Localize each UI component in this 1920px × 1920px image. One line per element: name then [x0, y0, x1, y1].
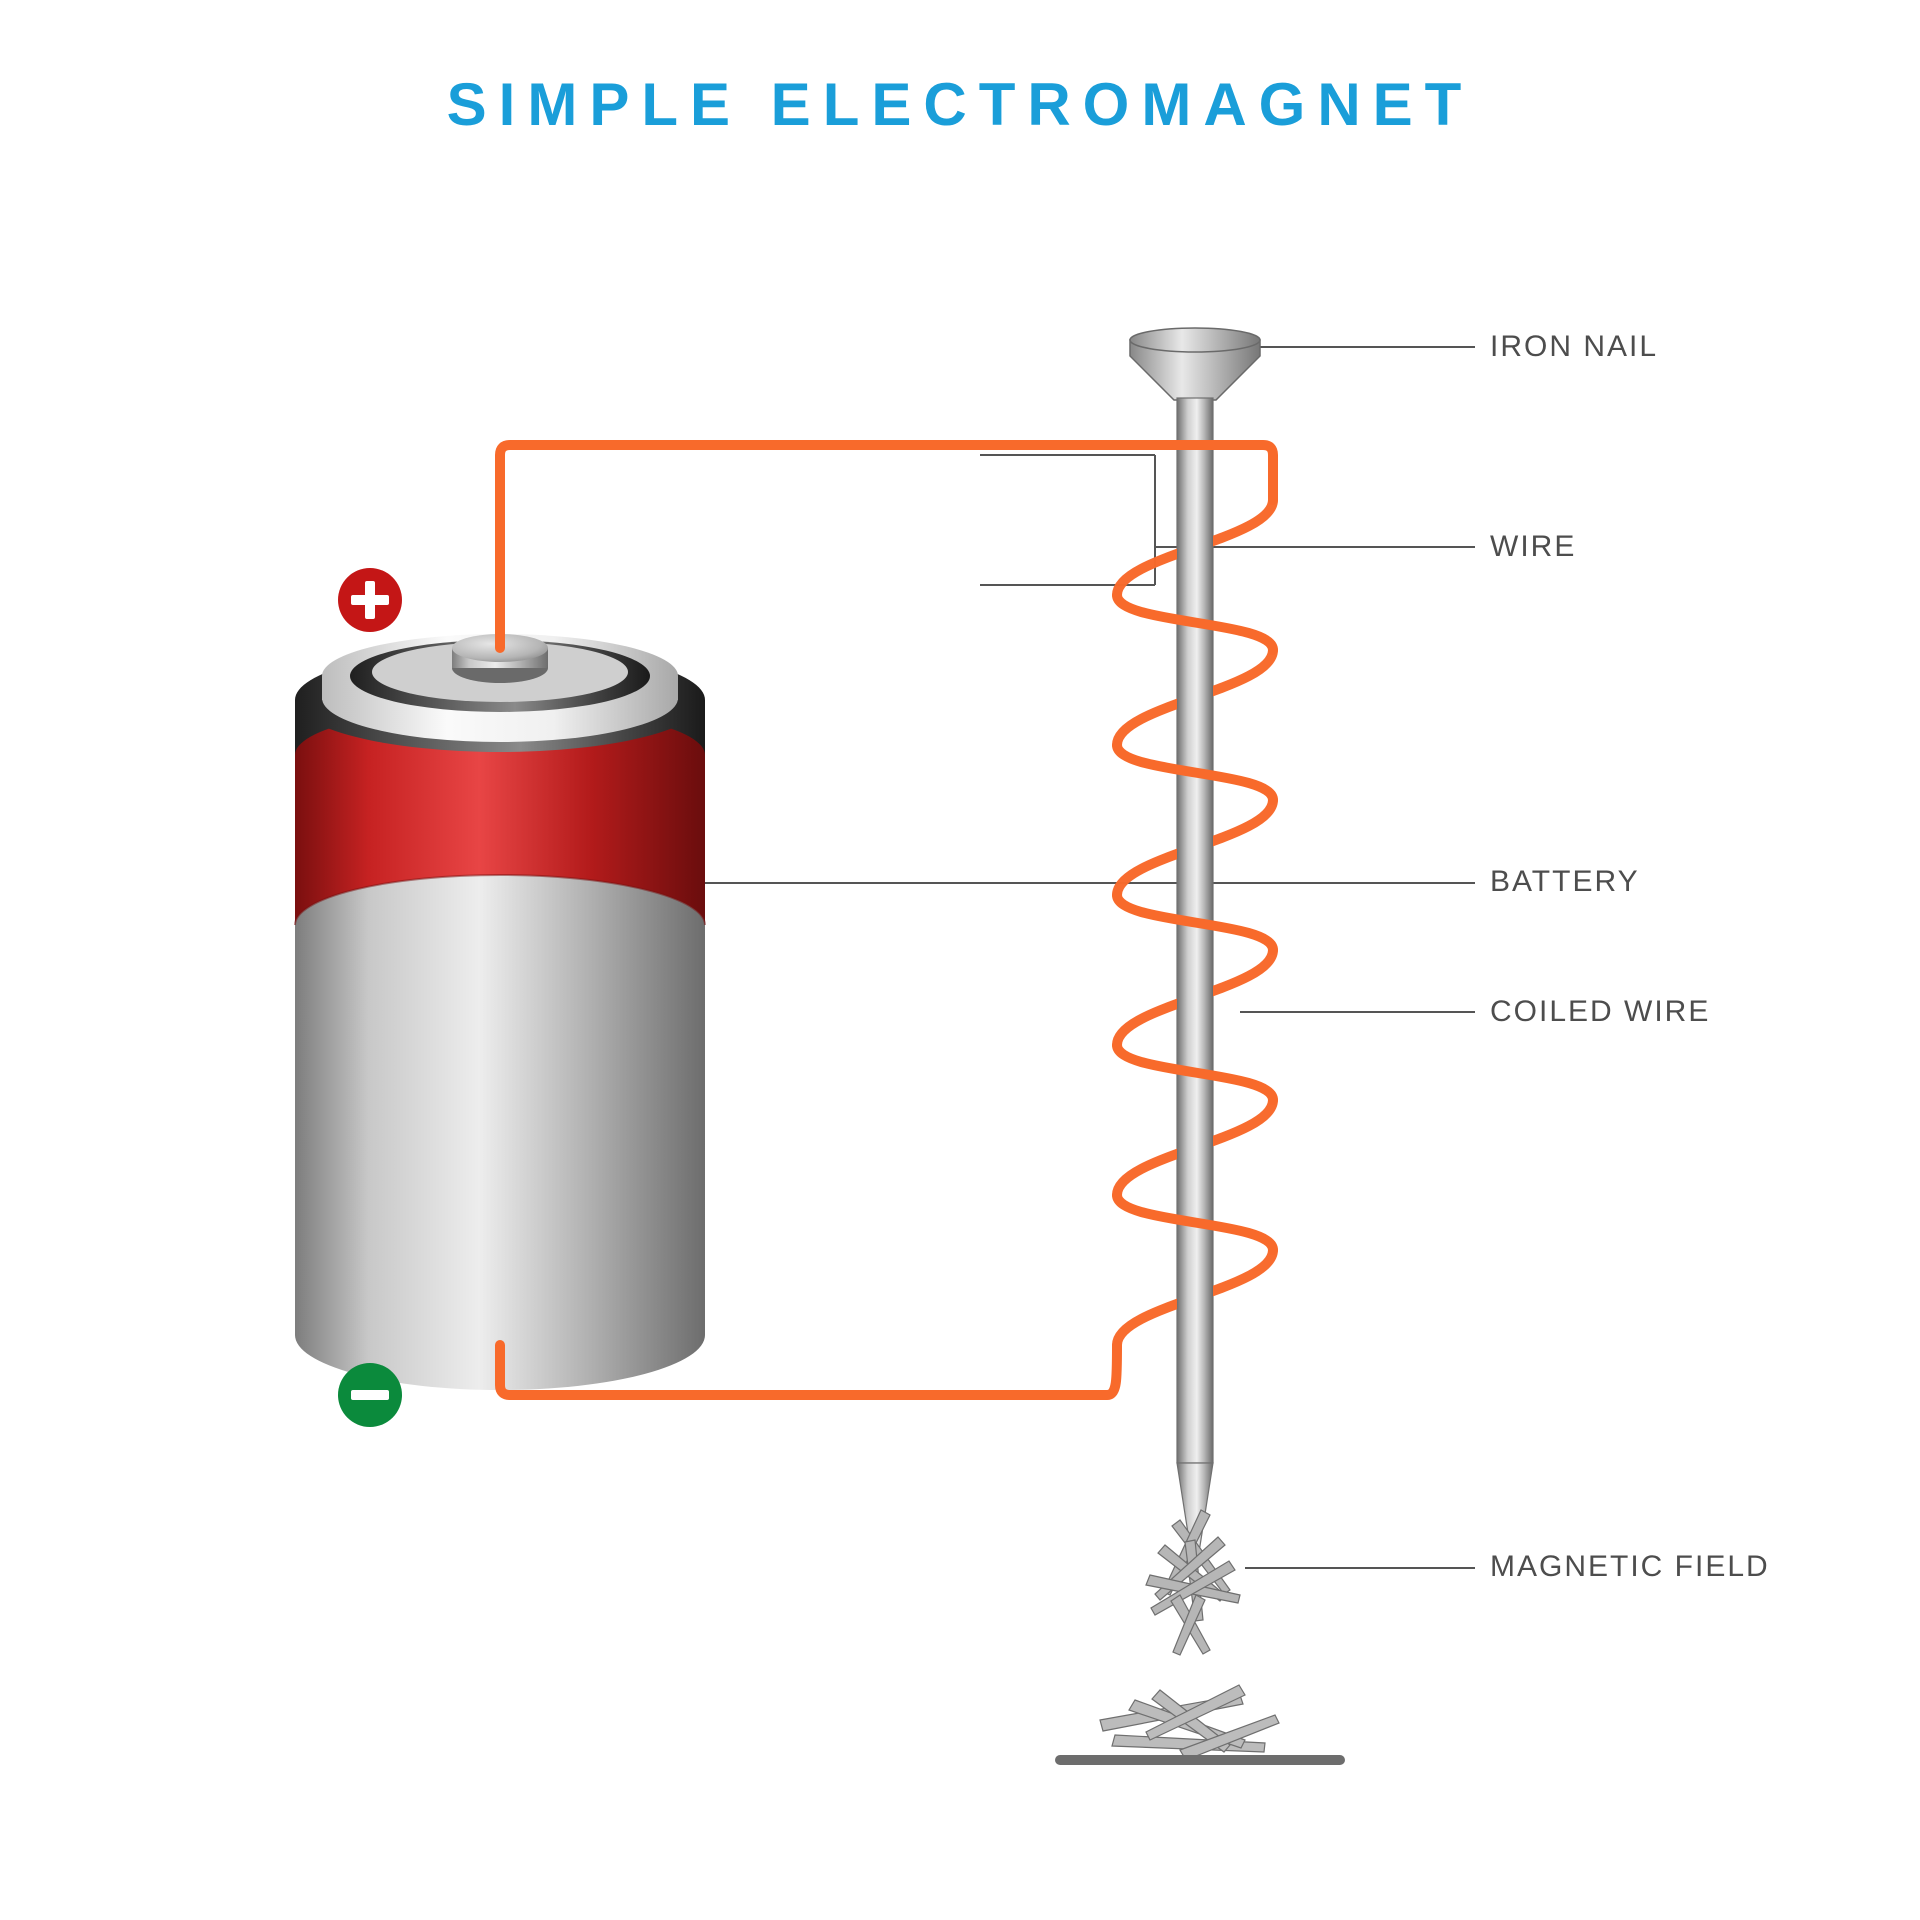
attracted-nails-icon [1100, 1510, 1279, 1760]
diagram-svg [0, 0, 1920, 1920]
battery-icon [295, 634, 705, 1390]
leader-wire [980, 455, 1475, 585]
diagram-canvas: SIMPLE ELECTROMAGNET IRON NAIL WIRE BATT… [0, 0, 1920, 1920]
plus-terminal-icon [338, 568, 402, 632]
minus-terminal-icon [338, 1363, 402, 1427]
